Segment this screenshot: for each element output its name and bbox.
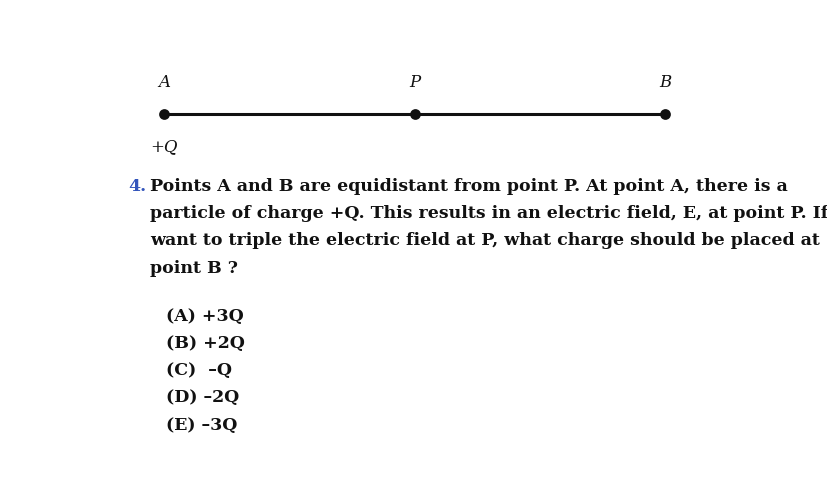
Text: (E) –3Q: (E) –3Q bbox=[166, 416, 237, 434]
Text: (A) +3Q: (A) +3Q bbox=[166, 308, 244, 325]
Text: (B) +2Q: (B) +2Q bbox=[166, 335, 245, 352]
Text: particle of charge +Q. This results in an electric field, E, at point P. If we: particle of charge +Q. This results in a… bbox=[150, 205, 827, 222]
Text: Points A and B are equidistant from point P. At point A, there is a: Points A and B are equidistant from poin… bbox=[150, 178, 786, 195]
Text: +Q: +Q bbox=[151, 138, 178, 155]
Text: A: A bbox=[158, 74, 170, 91]
Text: (C)  –Q: (C) –Q bbox=[166, 362, 232, 379]
Text: point B ?: point B ? bbox=[150, 260, 237, 276]
Text: want to triple the electric field at P, what charge should be placed at: want to triple the electric field at P, … bbox=[150, 232, 819, 249]
Text: (D) –2Q: (D) –2Q bbox=[166, 389, 239, 407]
Point bbox=[158, 110, 171, 118]
Text: 4.: 4. bbox=[127, 178, 146, 195]
Point bbox=[408, 110, 421, 118]
Text: B: B bbox=[658, 74, 671, 91]
Text: P: P bbox=[409, 74, 420, 91]
Point bbox=[657, 110, 671, 118]
